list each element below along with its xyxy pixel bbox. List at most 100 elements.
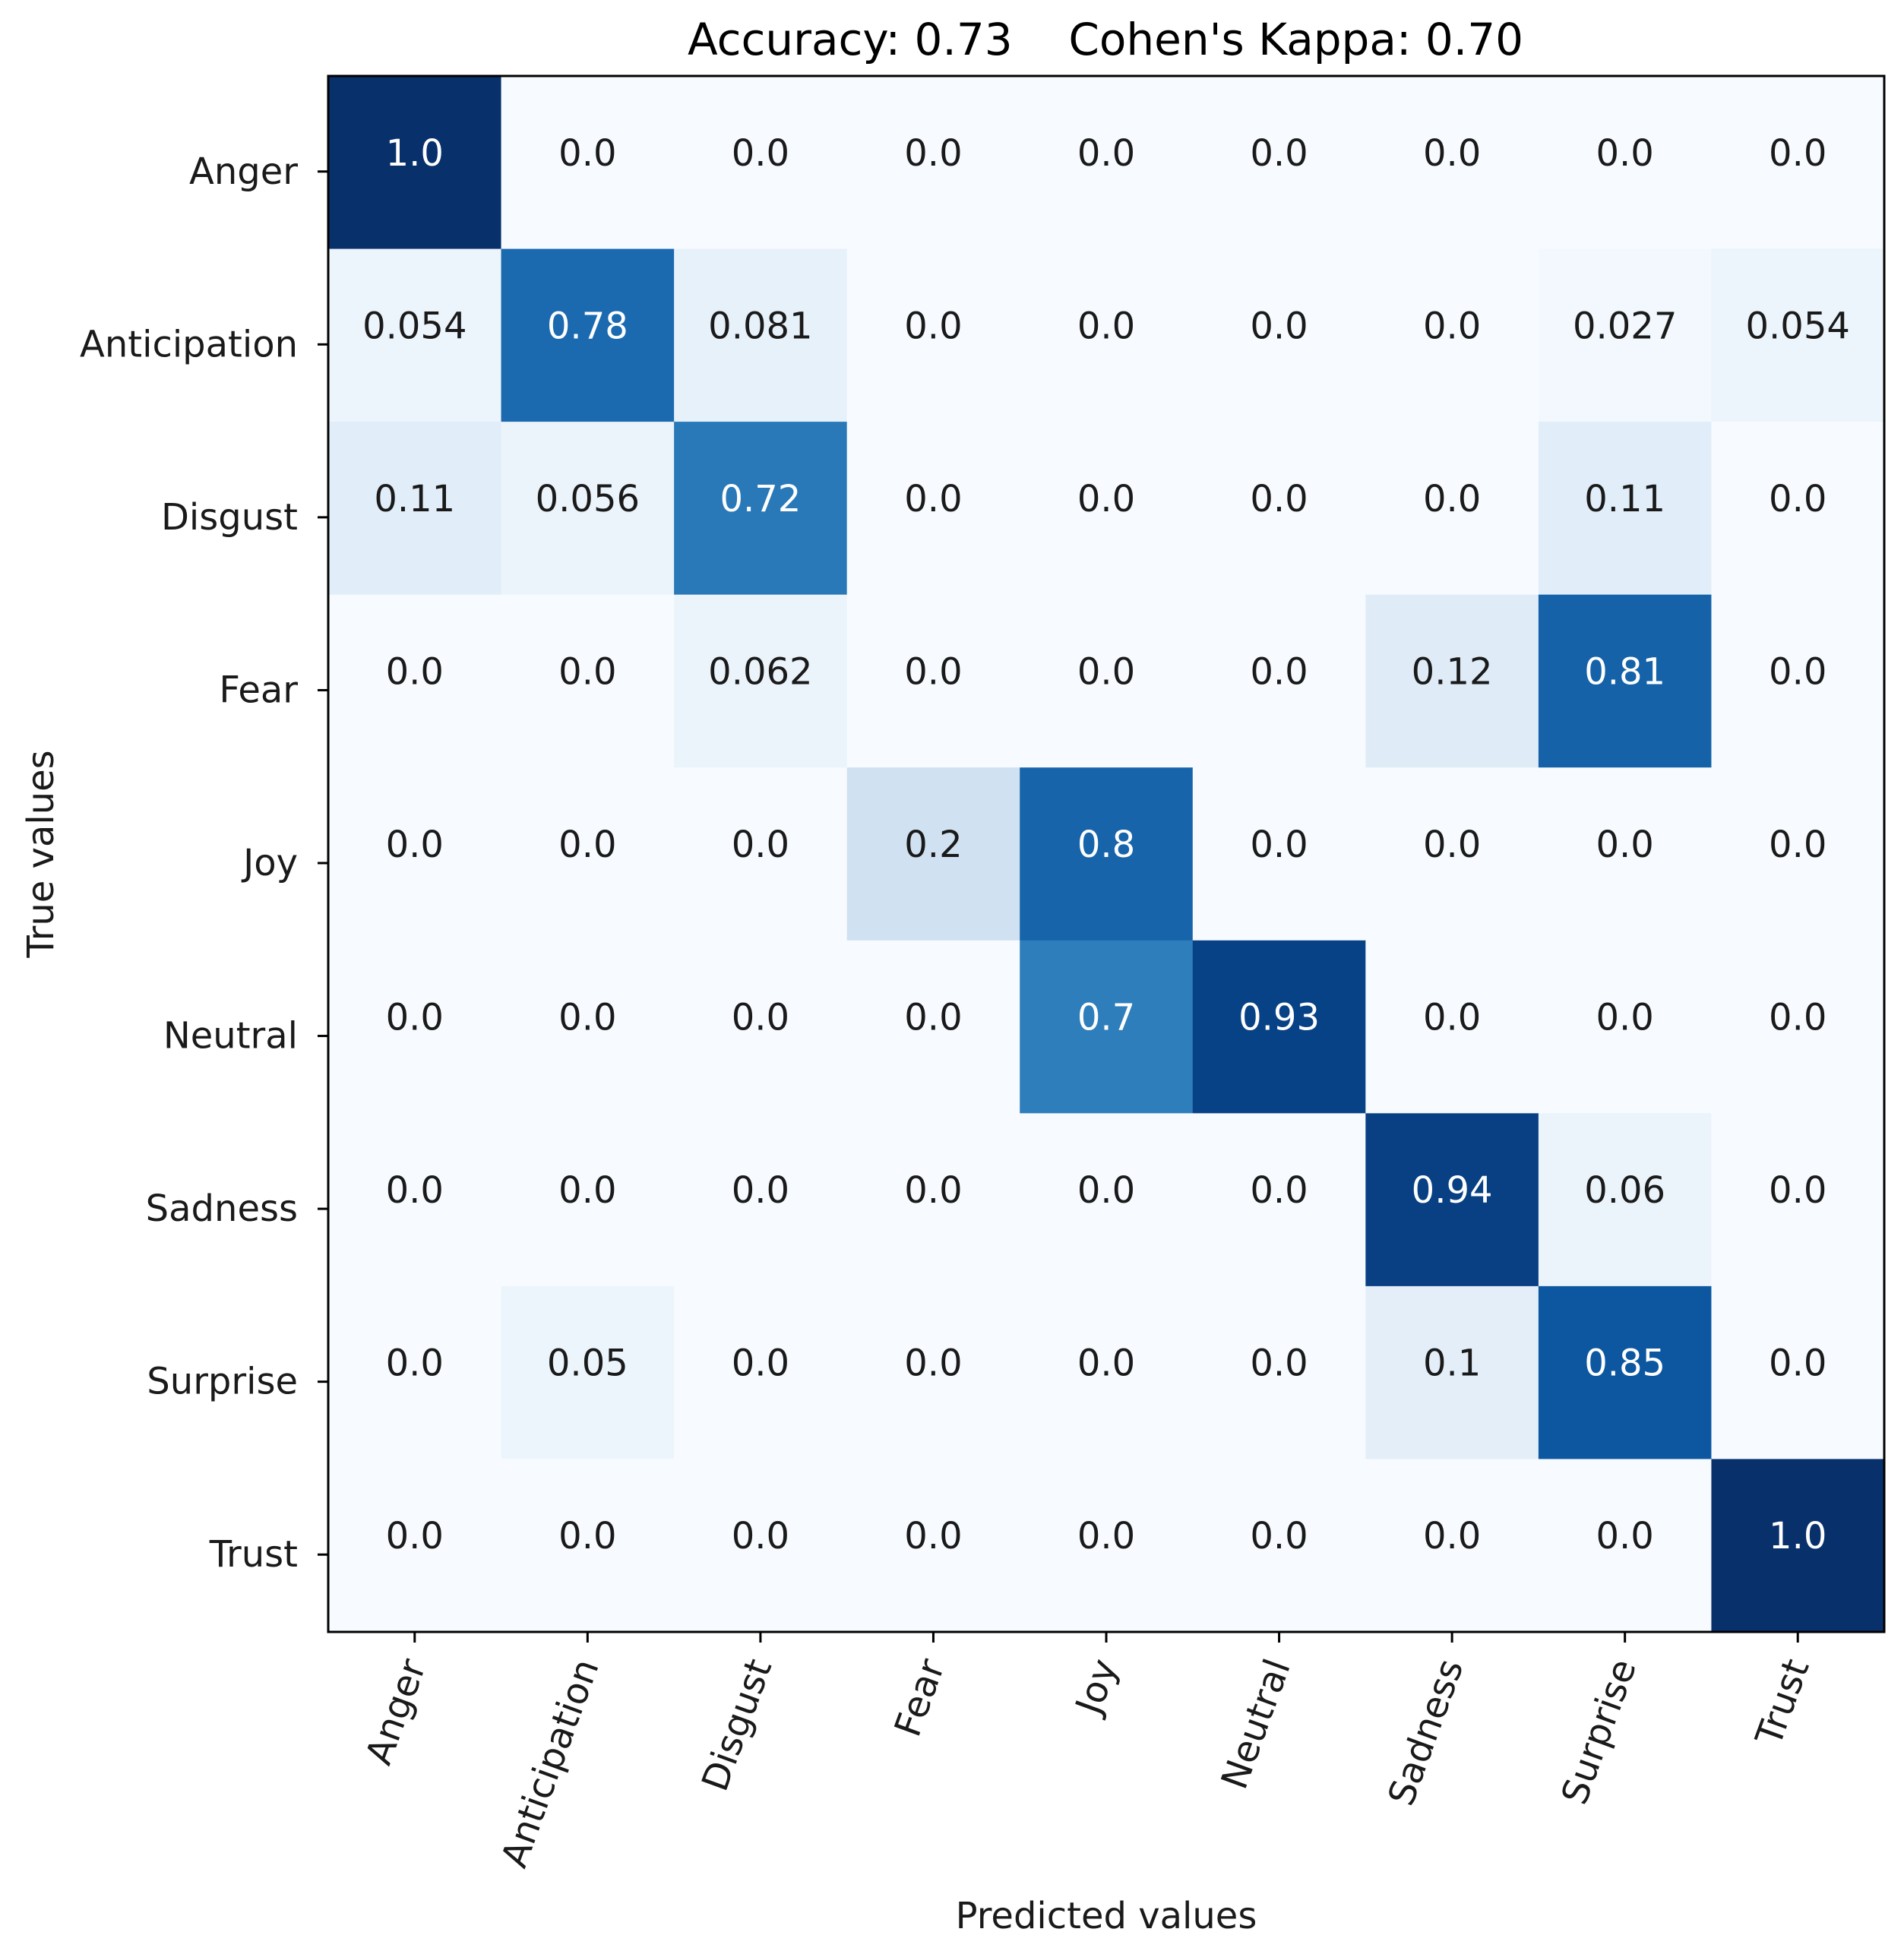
heatmap-cell: [1192, 940, 1366, 1114]
heatmap-cell: [328, 767, 502, 941]
cell-value-label: 1.0: [1769, 1515, 1827, 1557]
cell-value-label: 0.93: [1238, 997, 1320, 1039]
heatmap-cell: [1192, 594, 1366, 768]
cell-value-label: 0.0: [1769, 478, 1827, 520]
heatmap-cell: [674, 422, 848, 596]
cell-value-label: 0.0: [732, 997, 789, 1039]
y-tick-label: Anger: [189, 150, 298, 193]
cell-value-label: 0.0: [904, 478, 962, 520]
cell-value-label: 0.0: [386, 997, 444, 1039]
heatmap-cell: [1020, 1459, 1194, 1633]
cell-value-label: 0.081: [708, 305, 812, 347]
cell-value-label: 0.0: [1769, 824, 1827, 866]
cell-value-label: 0.0: [732, 1515, 789, 1557]
cell-value-label: 0.0: [386, 1169, 444, 1212]
heatmap-cell: [1538, 76, 1712, 250]
cell-value-label: 0.0: [558, 997, 616, 1039]
cell-value-label: 0.0: [732, 1169, 789, 1212]
y-tick-label: Sadness: [146, 1187, 298, 1230]
cell-value-label: 0.06: [1584, 1169, 1665, 1212]
cell-value-label: 0.0: [904, 997, 962, 1039]
cell-value-label: 0.0: [1250, 132, 1308, 175]
heatmap-cell: [501, 1459, 675, 1633]
cell-value-label: 0.05: [547, 1342, 628, 1385]
heatmap-cell: [846, 1459, 1020, 1633]
cell-value-label: 0.0: [1423, 824, 1481, 866]
cell-value-label: 0.0: [1250, 478, 1308, 520]
heatmap-cell: [1711, 940, 1885, 1114]
heatmap-cell: [1020, 422, 1194, 596]
heatmap-cell: [1538, 594, 1712, 768]
cell-value-label: 0.1: [1423, 1342, 1481, 1385]
cell-value-label: 0.0: [1250, 1515, 1308, 1557]
cell-value-label: 0.0: [1250, 650, 1308, 693]
heatmap-cell: [1192, 76, 1366, 250]
cell-value-label: 0.027: [1573, 305, 1677, 347]
heatmap-cell: [1192, 1459, 1366, 1633]
cell-value-label: 0.0: [1077, 478, 1135, 520]
y-tick-label: Neutral: [163, 1015, 298, 1058]
heatmap-cell: [1538, 248, 1712, 422]
heatmap-cell: [1711, 76, 1885, 250]
cell-value-label: 0.0: [1423, 305, 1481, 347]
heatmap-cell: [1365, 76, 1539, 250]
heatmap-cell: [1711, 1285, 1885, 1459]
heatmap-cell: [674, 1285, 848, 1459]
cell-value-label: 0.0: [558, 132, 616, 175]
cell-value-label: 0.0: [732, 1342, 789, 1385]
heatmap-cell: [328, 422, 502, 596]
heatmap-cell: [846, 767, 1020, 941]
cell-value-label: 0.0: [386, 1515, 444, 1557]
heatmap-cell: [674, 594, 848, 768]
heatmap-cell: [1020, 940, 1194, 1114]
heatmap-cell: [1020, 248, 1194, 422]
cell-value-label: 0.0: [386, 1342, 444, 1385]
heatmap-cell: [674, 767, 848, 941]
heatmap-cell: [1192, 767, 1366, 941]
heatmap-cell: [1365, 1459, 1539, 1633]
cell-value-label: 0.0: [1423, 1515, 1481, 1557]
heatmap-cell: [328, 594, 502, 768]
heatmap-cell: [1020, 1285, 1194, 1459]
heatmap-cell: [1192, 422, 1366, 596]
cell-value-label: 0.11: [374, 478, 455, 520]
heatmap-cell: [501, 940, 675, 1114]
heatmap-cell: [501, 1113, 675, 1287]
heatmap-cell: [1365, 248, 1539, 422]
y-tick-label: Surprise: [147, 1361, 298, 1403]
y-tick-label: Disgust: [161, 496, 298, 539]
heatmap-cell: [1711, 1113, 1885, 1287]
heatmap-cell: [846, 940, 1020, 1114]
cell-value-label: 0.0: [558, 1169, 616, 1212]
heatmap-cell: [1192, 1285, 1366, 1459]
heatmap-cell: [674, 1113, 848, 1287]
cell-value-label: 0.85: [1584, 1342, 1665, 1385]
heatmap-cell: [328, 1285, 502, 1459]
cell-value-label: 0.0: [558, 1515, 616, 1557]
heatmap-cell: [846, 1113, 1020, 1287]
cell-value-label: 0.2: [904, 824, 962, 866]
y-tick-label: Trust: [209, 1533, 298, 1576]
y-tick-label: Anticipation: [80, 323, 298, 365]
cell-value-label: 0.0: [1423, 997, 1481, 1039]
y-tick-label: Joy: [241, 842, 298, 884]
heatmap-cell: [674, 940, 848, 1114]
cell-value-label: 0.0: [904, 1342, 962, 1385]
heatmap-cell: [501, 594, 675, 768]
heatmap-cell: [1538, 940, 1712, 1114]
y-axis-label: True values: [20, 750, 62, 958]
chart-title: Accuracy: 0.73 Cohen's Kappa: 0.70: [688, 14, 1523, 65]
heatmap-cells: [328, 76, 1885, 1633]
heatmap-cell: [328, 248, 502, 422]
heatmap-cell: [1711, 248, 1885, 422]
cell-value-label: 0.0: [904, 650, 962, 693]
cell-value-label: 0.0: [1077, 132, 1135, 175]
x-axis-label: Predicted values: [956, 1895, 1257, 1937]
heatmap-cell: [501, 248, 675, 422]
cell-value-label: 0.0: [1077, 305, 1135, 347]
cell-value-label: 0.0: [1769, 650, 1827, 693]
cell-value-label: 0.0: [558, 650, 616, 693]
heatmap-cell: [1020, 76, 1194, 250]
cell-value-label: 0.0: [1596, 1515, 1653, 1557]
